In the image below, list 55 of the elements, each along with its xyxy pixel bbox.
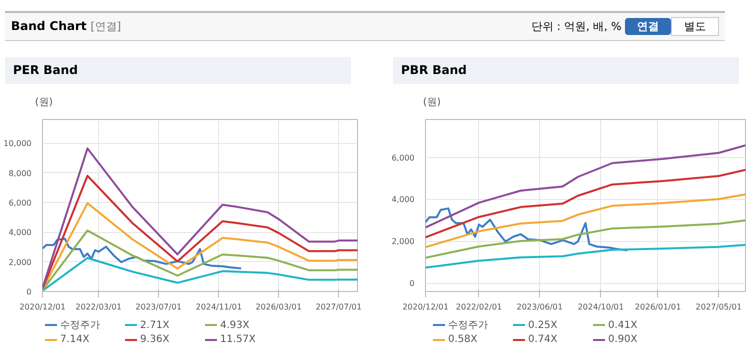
legend-label: 0.41X	[607, 319, 638, 333]
legend-label: 2.71X	[139, 319, 170, 333]
line-series	[426, 168, 746, 238]
y-tick-label: 2,000	[8, 258, 32, 267]
x-tick-label: 2022/02/01	[456, 302, 502, 312]
x-tick-label: 2027/05/01	[696, 302, 742, 312]
text: [연결]	[90, 20, 122, 33]
text: 연결	[625, 18, 671, 35]
x-tick-label: 2026/03/01	[256, 302, 302, 312]
y-tick-label: 8,000	[8, 168, 32, 178]
x-tick-label: 2022/03/01	[76, 302, 122, 312]
legend-label: 0.90X	[607, 333, 638, 348]
y-tick-label: 6,000	[392, 153, 415, 162]
line-series	[42, 147, 358, 290]
line-series	[42, 202, 358, 290]
line-series	[426, 207, 628, 252]
legend-label: 11.57X	[219, 333, 257, 348]
y-tick-label: 0	[26, 288, 32, 296]
y-axis-title: (원)	[422, 96, 441, 110]
x-tick-label: 2026/01/01	[634, 302, 682, 312]
y-tick-label: 4,000	[8, 228, 32, 238]
line-series	[426, 144, 746, 228]
x-tick-label: 2020/12/01	[19, 302, 66, 312]
legend-label: 수정주가	[59, 319, 102, 333]
legend-label: 수정주가	[447, 319, 490, 333]
legend-label: 0.58X	[447, 333, 478, 348]
text: 단위 : 억원, 배, %	[531, 20, 622, 33]
line-series	[42, 256, 358, 292]
y-tick-label: 10,000	[4, 139, 32, 148]
x-tick-label: 2024/11/01	[196, 302, 242, 312]
y-tick-label: 4,000	[392, 195, 415, 204]
legend-label: 4.93X	[219, 319, 250, 333]
y-axis-title: (원)	[34, 96, 53, 110]
legend-label: 0.25X	[527, 319, 558, 333]
x-tick-label: 2027/07/01	[316, 302, 362, 312]
y-tick-label: 0	[409, 279, 415, 288]
y-tick-label: 6,000	[8, 198, 32, 208]
x-tick-label: 2020/12/01	[402, 302, 449, 312]
x-tick-label: 2024/10/01	[578, 302, 624, 312]
line-series	[42, 174, 358, 290]
legend-label: 9.36X	[139, 333, 170, 348]
line-series	[42, 238, 242, 270]
legend-label: 7.14X	[59, 333, 90, 348]
line-series	[426, 193, 746, 248]
legend-label: 0.74X	[527, 333, 558, 348]
y-tick-label: 2,000	[392, 237, 415, 246]
chart-title: PBR Band	[393, 57, 739, 84]
line-series	[426, 244, 746, 269]
line-series	[426, 219, 746, 259]
line-series	[42, 230, 358, 292]
x-tick-label: 2023/07/01	[136, 302, 182, 312]
text: 별도	[671, 16, 719, 36]
x-tick-label: 2023/06/01	[516, 302, 563, 312]
text: Band Chart	[11, 18, 87, 33]
chart-title: PER Band	[5, 57, 351, 84]
